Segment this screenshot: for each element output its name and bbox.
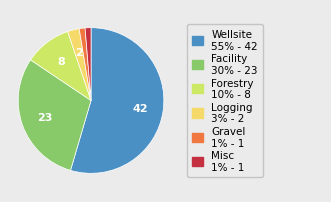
Wedge shape bbox=[68, 29, 91, 101]
Wedge shape bbox=[71, 28, 164, 174]
Wedge shape bbox=[18, 61, 91, 170]
Text: 8: 8 bbox=[57, 57, 65, 67]
Wedge shape bbox=[85, 28, 91, 101]
Text: 2: 2 bbox=[75, 48, 83, 58]
Text: 42: 42 bbox=[132, 103, 148, 113]
Legend: Wellsite
55% - 42, Facility
30% - 23, Forestry
10% - 8, Logging
3% - 2, Gravel
1: Wellsite 55% - 42, Facility 30% - 23, Fo… bbox=[187, 25, 263, 177]
Wedge shape bbox=[79, 29, 91, 101]
Text: 23: 23 bbox=[37, 113, 52, 123]
Wedge shape bbox=[30, 32, 91, 101]
